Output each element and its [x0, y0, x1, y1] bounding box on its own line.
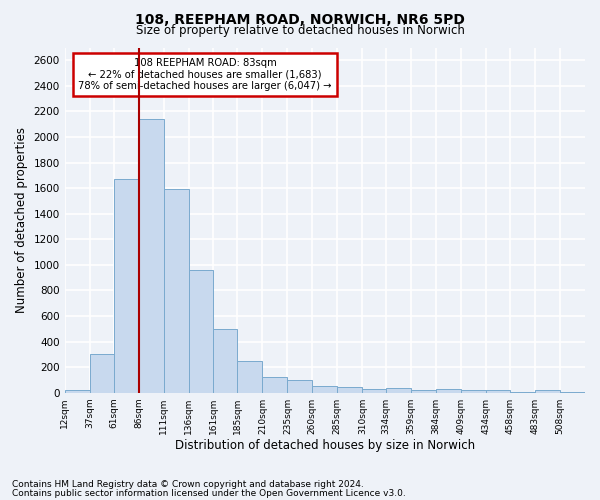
Bar [287, 380, 313, 392]
Bar [411, 390, 436, 392]
Text: 108 REEPHAM ROAD: 83sqm
← 22% of detached houses are smaller (1,683)
78% of semi: 108 REEPHAM ROAD: 83sqm ← 22% of detache… [79, 58, 332, 91]
Bar [113, 179, 139, 392]
Bar [362, 389, 386, 392]
Bar [214, 329, 238, 392]
Bar [89, 354, 113, 393]
Y-axis label: Number of detached properties: Number of detached properties [15, 127, 28, 313]
Bar [164, 190, 188, 392]
Bar [313, 386, 337, 392]
Bar [65, 390, 89, 392]
Bar [139, 119, 164, 392]
Bar [386, 388, 411, 392]
Text: Contains public sector information licensed under the Open Government Licence v3: Contains public sector information licen… [12, 488, 406, 498]
Bar [535, 390, 560, 392]
Text: Contains HM Land Registry data © Crown copyright and database right 2024.: Contains HM Land Registry data © Crown c… [12, 480, 364, 489]
X-axis label: Distribution of detached houses by size in Norwich: Distribution of detached houses by size … [175, 440, 475, 452]
Bar [436, 389, 461, 392]
Bar [262, 378, 287, 392]
Bar [188, 270, 214, 392]
Bar [337, 387, 362, 392]
Bar [486, 390, 510, 392]
Bar [461, 390, 486, 392]
Text: Size of property relative to detached houses in Norwich: Size of property relative to detached ho… [136, 24, 464, 37]
Text: 108, REEPHAM ROAD, NORWICH, NR6 5PD: 108, REEPHAM ROAD, NORWICH, NR6 5PD [135, 12, 465, 26]
Bar [238, 360, 262, 392]
